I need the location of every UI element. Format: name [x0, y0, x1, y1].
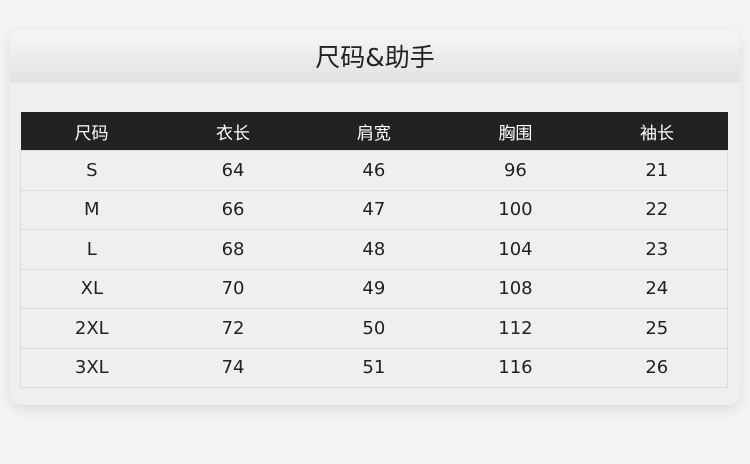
table-cell: 108 [444, 268, 587, 309]
table-cell: 116 [444, 347, 587, 388]
column-header: 胸围 [444, 112, 587, 151]
table-cell: 26 [586, 347, 728, 388]
table-cell: 50 [303, 308, 445, 349]
table-cell: 49 [303, 268, 445, 309]
size-chart-card: 尺码&助手 尺码 衣长 肩宽 胸围 袖长 S 64 46 96 21 M 66 47 100 22 L 68 4… [10, 30, 740, 405]
table-cell: 22 [586, 189, 728, 230]
table-row: S 64 46 96 21 [19, 150, 728, 191]
table-cell: 51 [303, 347, 445, 388]
table-cell: 48 [303, 229, 445, 270]
table-row: XL 70 49 108 24 [19, 268, 728, 309]
table-cell: S [19, 150, 163, 191]
column-header: 尺码 [20, 112, 163, 151]
table-cell: 100 [444, 189, 587, 230]
table-cell: 74 [162, 347, 304, 388]
size-table: 尺码 衣长 肩宽 胸围 袖长 S 64 46 96 21 M 66 47 100 22 L 68 48 104 23… [19, 112, 728, 388]
table-cell: 96 [444, 150, 587, 191]
table-cell: M [19, 189, 163, 230]
table-row: 2XL 72 50 112 25 [19, 308, 728, 349]
table-cell: 64 [162, 150, 304, 191]
column-header: 衣长 [162, 112, 304, 151]
table-header-row: 尺码 衣长 肩宽 胸围 袖长 [20, 112, 728, 151]
table-row: L 68 48 104 23 [19, 229, 728, 270]
table-cell: 23 [586, 229, 728, 270]
table-cell: 21 [586, 150, 728, 191]
table-cell: 112 [444, 308, 587, 349]
table-cell: 70 [162, 268, 304, 309]
table-row: 3XL 74 51 116 26 [19, 347, 728, 388]
column-header: 袖长 [586, 112, 728, 151]
table-row: M 66 47 100 22 [19, 189, 728, 230]
table-cell: 104 [444, 229, 587, 270]
table-cell: 3XL [19, 347, 163, 388]
table-cell: 47 [303, 189, 445, 230]
table-cell: L [19, 229, 163, 270]
page-title: 尺码&助手 [315, 43, 435, 72]
table-cell: 46 [303, 150, 445, 191]
table-cell: 25 [586, 308, 728, 349]
table-cell: 2XL [19, 308, 163, 349]
table-cell: XL [19, 268, 163, 309]
column-header: 肩宽 [303, 112, 445, 151]
card-header: 尺码&助手 [10, 30, 740, 83]
table-cell: 68 [162, 229, 304, 270]
table-cell: 72 [162, 308, 304, 349]
table-cell: 24 [586, 268, 728, 309]
table-cell: 66 [162, 189, 304, 230]
